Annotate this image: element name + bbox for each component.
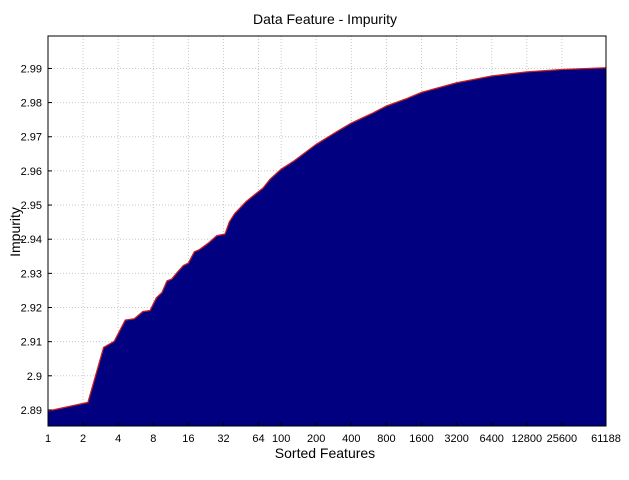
x-tick-label: 61188 <box>591 433 621 445</box>
x-axis-title: Sorted Features <box>275 445 375 461</box>
chart-title: Data Feature - Impurity <box>253 11 397 27</box>
y-tick-label: 2.98 <box>21 98 42 110</box>
x-tick-label: 64 <box>252 433 264 445</box>
y-tick-label: 2.97 <box>21 132 42 144</box>
x-tick-label: 400 <box>342 433 360 445</box>
y-tick-label: 2.94 <box>21 234 42 246</box>
x-tick-label: 3200 <box>444 433 468 445</box>
x-tick-label: 8 <box>150 433 156 445</box>
area-layer <box>47 67 607 426</box>
x-tick-label: 200 <box>307 433 325 445</box>
x-tick-label: 800 <box>377 433 395 445</box>
y-tick-label: 2.99 <box>21 63 42 75</box>
y-axis-title: Impurity <box>7 207 23 257</box>
impurity-area <box>48 67 606 426</box>
x-tick-label: 1600 <box>409 433 433 445</box>
axes <box>47 35 607 427</box>
x-tick-label: 2 <box>80 433 86 445</box>
plot-frame <box>47 35 607 427</box>
x-tick-label: 12800 <box>511 433 542 445</box>
y-tick-label: 2.96 <box>21 166 42 178</box>
x-tick-label: 4 <box>115 433 121 445</box>
y-ticks: 2.89 2.9 2.91 2.92 2.93 2.94 2.95 2.96 2.97 2.98 2… <box>21 63 52 417</box>
y-tick-label: 2.93 <box>21 268 42 280</box>
x-tick-label: 16 <box>182 433 194 445</box>
y-tick-label: 2.91 <box>21 337 42 349</box>
y-tick-label: 2.92 <box>21 302 42 314</box>
y-tick-label: 2.89 <box>21 405 42 417</box>
y-tick-label: 2.9 <box>27 371 42 383</box>
impurity-line <box>47 67 607 412</box>
x-tick-label: 6400 <box>479 433 503 445</box>
x-ticks: 1 2 4 8 16 32 64 100 200 400 800 1600 3200 6400 12800 2… <box>45 422 621 445</box>
y-tick-label: 2.95 <box>21 200 42 212</box>
x-tick-label: 1 <box>45 433 51 445</box>
x-tick-label: 32 <box>217 433 229 445</box>
x-tick-label: 25600 <box>547 433 578 445</box>
x-tick-label: 100 <box>272 433 290 445</box>
